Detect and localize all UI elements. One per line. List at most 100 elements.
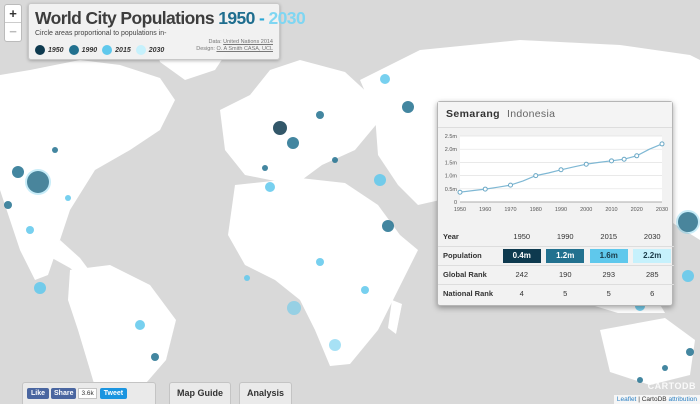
year-cell: 1950 [513, 231, 531, 241]
europe [220, 60, 380, 185]
population-cell: 2.2m [633, 248, 672, 263]
north-america [0, 60, 175, 280]
tweet-button[interactable]: Tweet [99, 388, 128, 399]
popup-country: Indonesia [506, 108, 556, 120]
city-circle [374, 174, 386, 186]
x-tick-label: 2030 [656, 207, 668, 213]
city-circle [262, 165, 268, 171]
map-subtitle: Circle areas proportional to populations… [35, 30, 167, 37]
data-point [634, 153, 640, 159]
y-tick-label: 2.5m [445, 134, 458, 140]
x-tick-label: 1980 [530, 207, 542, 213]
city-circle [273, 121, 287, 135]
city-circle [135, 320, 145, 330]
city-circle [34, 282, 46, 294]
data-point [533, 173, 539, 179]
facebook-share-button[interactable]: Share [51, 388, 77, 399]
x-tick-label: 1960 [479, 207, 491, 213]
city-popup[interactable]: Semarang Indonesia 0 0.5m 1.0m 1.5m 2.0m 2.5m 1… [437, 101, 674, 306]
city-circle [316, 258, 324, 266]
city-circle [27, 171, 49, 193]
city-circle [65, 195, 71, 201]
legend-item-1950: 1950 [35, 45, 64, 55]
city-circle [382, 220, 394, 232]
city-circle [316, 111, 324, 119]
credit-design-prefix: Design: [196, 46, 215, 52]
zoom-control: + − [4, 4, 22, 42]
map-guide-button[interactable]: Map Guide [169, 382, 232, 404]
city-circle [265, 182, 275, 192]
national-rank-cell: 5 [587, 283, 631, 303]
share-count: 3.6k [78, 388, 97, 399]
year-cell: 1990 [556, 231, 574, 241]
y-tick-label: 1.0m [445, 174, 458, 180]
city-circle [26, 226, 34, 234]
attribution-link[interactable]: attribution [668, 396, 697, 403]
y-tick-label: 1.5m [445, 160, 458, 166]
leaflet-link[interactable]: Leaflet [616, 396, 637, 403]
facebook-like-button[interactable]: Like [27, 388, 50, 399]
population-cell: 1.6m [589, 248, 628, 263]
legend-dot [135, 45, 146, 55]
credit-data-link[interactable]: United Nations 2014 [223, 39, 273, 45]
popup-city: Semarang [446, 108, 500, 120]
x-tick-label: 2000 [580, 207, 592, 213]
legend-label: 1990 [81, 46, 98, 54]
legend-dot [68, 45, 79, 55]
year-cell: 2015 [600, 231, 618, 241]
title-year-start: 1950 [218, 8, 255, 28]
y-tick-label: 0 [454, 200, 457, 206]
x-tick-label: 2020 [631, 207, 643, 213]
row-label-population: Population [438, 245, 500, 265]
city-circle [380, 74, 390, 84]
population-chart: 0 0.5m 1.0m 1.5m 2.0m 2.5m 1950 1960 1970 1980 199… [445, 134, 668, 213]
zoom-out-button[interactable]: − [9, 24, 17, 39]
map-attribution: Leaflet | CartoDB attribution [613, 395, 700, 404]
global-rank-cell: 190 [543, 264, 587, 284]
y-tick-label: 2.0m [445, 147, 458, 153]
city-circle [52, 147, 58, 153]
national-rank-cell: 6 [630, 283, 674, 303]
city-circle [329, 339, 341, 351]
popup-header: Semarang Indonesia [438, 102, 672, 128]
x-tick-label: 1990 [555, 207, 567, 213]
global-rank-cell: 285 [630, 264, 674, 284]
population-cell: 0.4m [502, 248, 541, 263]
south-america [68, 265, 176, 404]
credit-design-link[interactable]: O. A Smith CASA, UCL [216, 46, 273, 52]
city-circle [151, 353, 159, 361]
credits: Data: United Nations 2014 Design: O. A S… [196, 39, 273, 53]
city-dots[interactable] [4, 74, 700, 388]
table-row-population: Population 0.4m 1.2m 1.6m 2.2m [438, 245, 674, 265]
global-rank-cell: 293 [587, 264, 631, 284]
x-tick-label: 1950 [454, 207, 466, 213]
data-point [621, 156, 627, 162]
city-circle [676, 210, 700, 234]
attribution-separator: | [638, 396, 640, 403]
y-tick-label: 0.5m [445, 187, 458, 193]
title-prefix: World City Populations [35, 8, 215, 28]
analysis-button[interactable]: Analysis [239, 382, 293, 404]
table-row-global-rank: Global Rank 242 190 293 285 [438, 264, 674, 284]
data-point [482, 186, 488, 192]
city-circle [12, 166, 24, 178]
data-point [609, 158, 614, 164]
share-box: Like Share 3.6k Tweet [22, 382, 156, 404]
title-year-end: 2030 [268, 8, 306, 28]
data-point [659, 141, 665, 147]
title-panel: World City Populations 1950 - 2030 Circl… [28, 3, 306, 60]
legend-label: 1950 [48, 46, 64, 54]
row-label-year: Year [443, 231, 459, 241]
city-circle [25, 169, 51, 195]
madagascar [388, 300, 402, 334]
city-circle [4, 201, 12, 209]
legend: 1950 1990 2015 2030 [35, 45, 169, 55]
credit-data-prefix: Data: [208, 39, 222, 45]
city-circle [682, 270, 694, 282]
legend-item-1990: 1990 [68, 45, 98, 55]
zoom-in-button[interactable]: + [5, 5, 21, 23]
data-point [583, 161, 589, 167]
city-circle [361, 286, 369, 294]
cartodb-text: CartoDB [641, 396, 667, 403]
